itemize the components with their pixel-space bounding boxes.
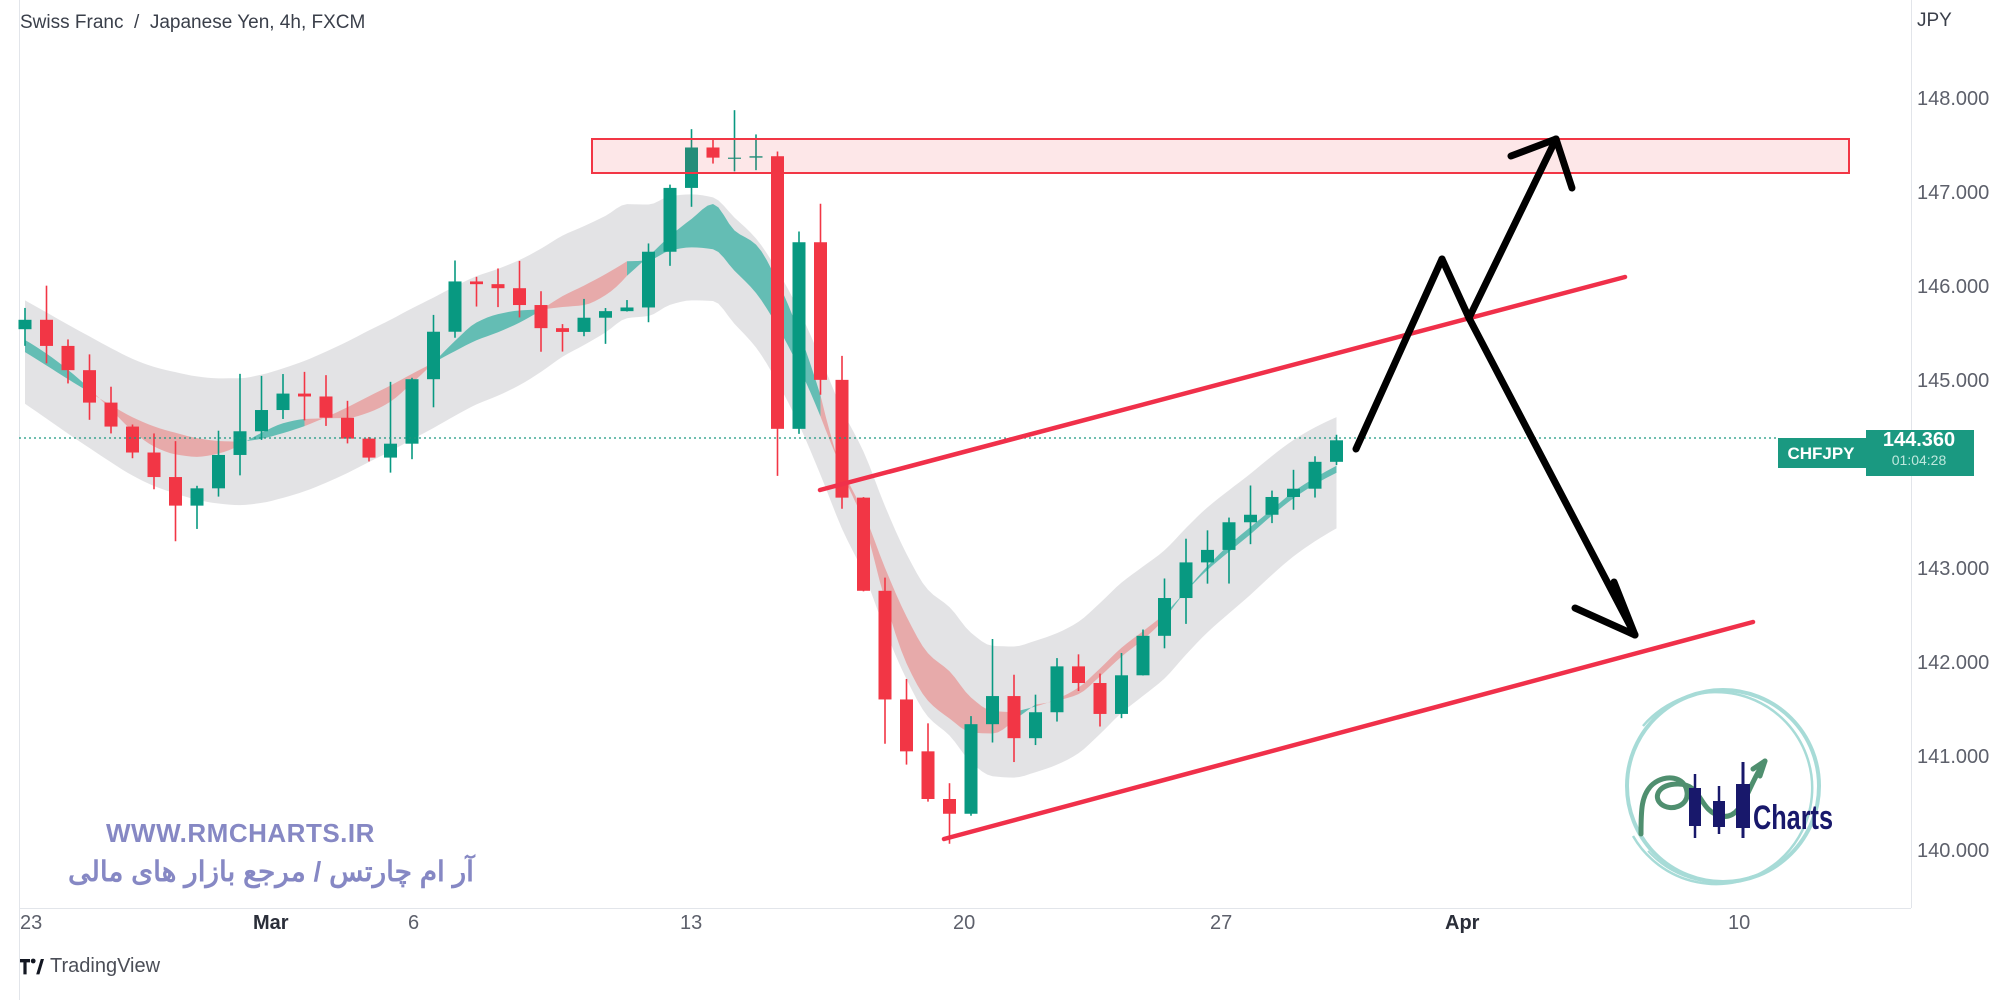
svg-text:Charts: Charts (1753, 799, 1833, 837)
